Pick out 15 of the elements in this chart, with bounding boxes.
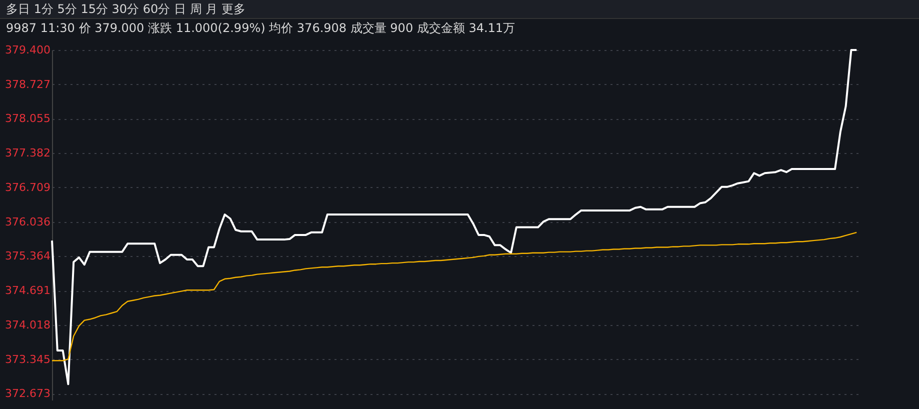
y-tick-label: 377.382 <box>5 146 50 160</box>
y-tick-label: 375.364 <box>5 250 50 263</box>
y-tick-label: 372.673 <box>5 387 50 400</box>
text: 9987 11:30 价 379.000 涨跌 11.000(2.99%) 均价 376.908 成交量 900 成交金额 34.11万 <box>5 20 516 37</box>
line-series <box>51 49 858 386</box>
y-tick-label: 374.018 <box>5 318 50 332</box>
y-tick-label: 376.709 <box>5 180 50 194</box>
y-tick-label: 378.727 <box>5 78 50 91</box>
y-tick-label: 374.691 <box>5 284 50 298</box>
line-series <box>51 232 858 362</box>
text: 多日 1分 5分 15分 30分 60分 日 周 月 更多 <box>0 0 919 19</box>
y-tick-label: 378.055 <box>5 112 50 126</box>
y-tick-label: 376.036 <box>5 215 50 228</box>
y-tick-label: 379.400 <box>5 44 50 56</box>
y-tick-label: 373.345 <box>5 352 50 366</box>
